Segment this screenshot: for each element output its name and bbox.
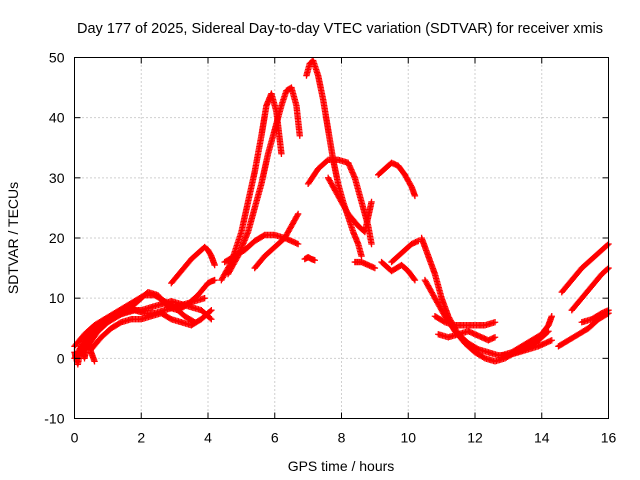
data-point [211, 276, 218, 284]
data-point [491, 319, 499, 326]
x-tick-label: 14 [534, 430, 550, 446]
data-marks [71, 57, 612, 368]
series-track-16 [324, 174, 375, 236]
data-point [207, 315, 214, 322]
x-axis-label: GPS time / hours [288, 458, 395, 474]
series-track-26 [555, 310, 612, 350]
series-track-8 [204, 276, 218, 287]
y-tick-label: 40 [49, 110, 65, 126]
data-point [91, 358, 98, 365]
series-track-25 [498, 313, 555, 359]
data-point [207, 308, 214, 315]
data-point [208, 307, 215, 314]
series-track-19 [378, 258, 419, 284]
data-point [548, 313, 555, 320]
series-track-13 [301, 254, 318, 264]
x-tick-label: 2 [137, 430, 145, 446]
series-track-29 [578, 307, 612, 326]
x-tick-label: 6 [271, 430, 279, 446]
y-axis-label: SDTVAR / TECUs [5, 182, 21, 294]
data-point [371, 264, 379, 272]
series-track-17 [351, 258, 379, 272]
y-tick-label: 50 [49, 50, 65, 66]
data-point [294, 210, 302, 218]
data-point [411, 276, 419, 284]
series-track-6 [87, 307, 215, 353]
y-tick-label: -10 [44, 411, 64, 427]
series-track-24 [435, 328, 499, 344]
data-point [296, 132, 303, 139]
data-point [211, 261, 218, 269]
y-tick-label: 0 [57, 350, 65, 366]
data-point [368, 198, 375, 206]
axis-ticks: 0 2 4 6 8 10 12 14 16 -10 0 10 20 30 40 50 [44, 50, 616, 446]
data-point [491, 334, 499, 341]
chart-title: Day 177 of 2025, Sidereal Day-to-day VTE… [77, 21, 603, 37]
data-point [208, 316, 215, 323]
series-track-14 [303, 57, 365, 260]
series-track-7 [168, 243, 218, 287]
data-point [358, 252, 365, 260]
grid [74, 57, 609, 419]
data-point [311, 257, 318, 264]
series-track-18 [375, 159, 419, 200]
data-point [278, 150, 285, 157]
y-tick-label: 30 [49, 170, 65, 186]
y-tick-label: 10 [49, 290, 65, 306]
x-tick-label: 16 [601, 430, 617, 446]
x-tick-label: 10 [400, 430, 416, 446]
series-track-12 [251, 210, 302, 272]
x-tick-label: 4 [204, 430, 212, 446]
y-tick-label: 20 [49, 230, 65, 246]
x-tick-label: 8 [338, 430, 346, 446]
series-track-28 [568, 264, 612, 314]
data-point [294, 212, 301, 219]
data-point [411, 192, 419, 200]
data-point [294, 240, 302, 248]
series-track-20 [388, 237, 422, 266]
data-point [368, 240, 375, 248]
series-track-27 [558, 240, 612, 296]
series-track-23 [431, 313, 499, 329]
data-point [548, 337, 555, 344]
x-tick-label: 0 [71, 430, 79, 446]
series-track-4 [84, 279, 212, 350]
x-tick-label: 12 [467, 430, 483, 446]
data-point [604, 241, 611, 249]
data-point [410, 275, 418, 283]
data-point [604, 265, 611, 273]
data-point [201, 294, 208, 302]
